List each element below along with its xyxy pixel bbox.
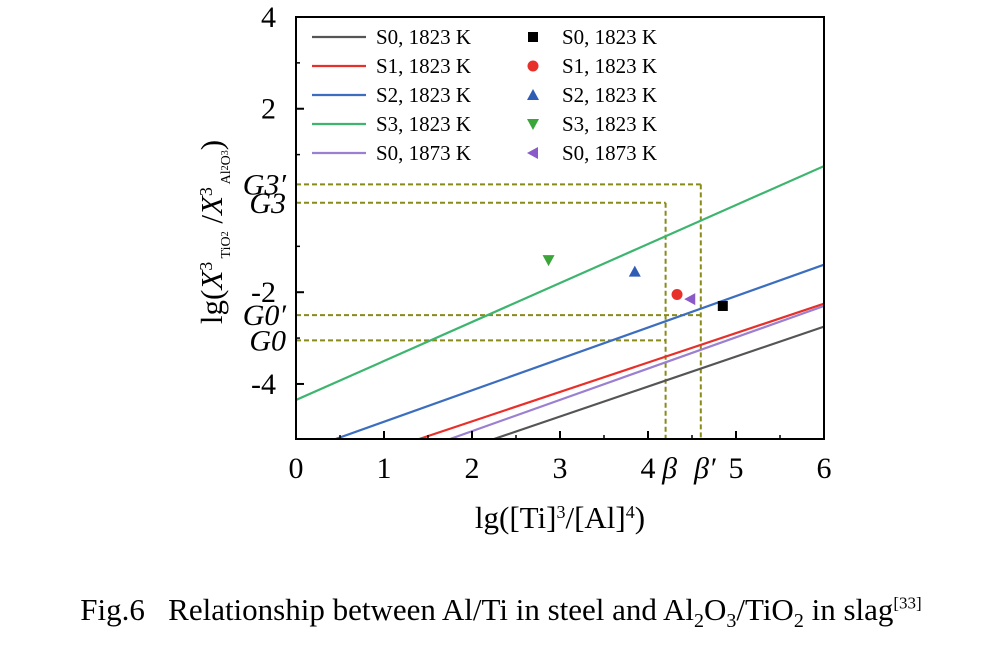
- legend-marker-label: S2, 1823 K: [562, 83, 657, 107]
- legend: S0, 1823 K S1, 1823 K S2, 1823 K S3, 1823 K…: [312, 25, 657, 165]
- triangle-left-marker: [527, 147, 538, 159]
- caption-sub: 3: [726, 610, 737, 633]
- square-marker: [528, 32, 538, 42]
- x-tick-label: 6: [817, 452, 832, 485]
- x-tick-label: 1: [377, 452, 392, 485]
- caption-tail: in slag: [803, 592, 894, 627]
- x-tick-label: 5: [729, 452, 744, 485]
- series-line: [449, 304, 824, 439]
- x-axis-label: lg([Ti]3/[Al]4): [475, 500, 645, 535]
- legend-line-label: S2, 1823 K: [376, 83, 471, 107]
- legend-marker-label: S3, 1823 K: [562, 112, 657, 136]
- figure-caption: Fig.6 Relationship between Al/Ti in stee…: [0, 592, 1002, 633]
- legend-line-label: S1, 1823 K: [376, 54, 471, 78]
- y-tick-label: -2: [251, 276, 276, 309]
- caption-ref: [33]: [893, 593, 922, 613]
- x-tick-label: 4: [641, 452, 656, 485]
- legend-line-label: S3, 1823 K: [376, 112, 471, 136]
- x-special-tick-label: β: [661, 452, 677, 485]
- series-line: [335, 263, 824, 439]
- legend-line-label: S0, 1823 K: [376, 25, 471, 49]
- series-lines: [296, 165, 824, 439]
- axis-ticks: 0 1 2 3 4 5 6 β β′ 4 2 -2 -4 G3′G3 G0′G0: [243, 1, 832, 485]
- chart-svg: 0 1 2 3 4 5 6 β β′ 4 2 -2 -4 G3′G3 G0′G0 S0, 1823 K S1,…: [194, 1, 832, 535]
- y-special-tick-label: G3′: [243, 168, 287, 201]
- y-special-tick-label: G0: [249, 324, 286, 357]
- triangle-down-marker: [542, 255, 555, 267]
- legend-marker-label: S1, 1823 K: [562, 54, 657, 78]
- triangle-left-marker: [684, 293, 696, 306]
- y-special-tick-label: G0′: [243, 299, 287, 332]
- x-tick-label: 3: [553, 452, 568, 485]
- square-marker: [717, 300, 728, 311]
- circle-marker: [671, 289, 683, 301]
- series-line: [418, 302, 824, 439]
- circle-marker: [527, 60, 539, 72]
- plot-frame: [295, 16, 825, 440]
- y-tick-label: 2: [261, 93, 276, 126]
- legend-line-label: S0, 1873 K: [376, 141, 471, 165]
- caption-o: O: [703, 592, 727, 627]
- x-tick-label: 0: [289, 452, 304, 485]
- triangle-up-marker: [628, 265, 641, 277]
- caption-prefix: Fig.6: [80, 592, 145, 627]
- data-markers: [542, 255, 728, 311]
- x-special-tick-label: β′: [693, 452, 716, 485]
- y-tick-label: -4: [251, 368, 276, 401]
- x-tick-label: 2: [465, 452, 480, 485]
- caption-text: Relationship between Al/Ti in steel and …: [168, 592, 694, 627]
- legend-marker-label: S0, 1823 K: [562, 25, 657, 49]
- caption-sub: 2: [693, 610, 704, 633]
- series-line: [493, 325, 824, 439]
- triangle-down-marker: [527, 119, 539, 130]
- caption-ti: /TiO: [736, 592, 794, 627]
- y-special-tick-label: G3: [249, 187, 286, 220]
- legend-marker-label: S0, 1873 K: [562, 141, 657, 165]
- guide-lines: [296, 183, 702, 439]
- triangle-up-marker: [527, 89, 539, 100]
- y-axis-label: lg(X3 TiO2 /X3 Al2O3): [194, 140, 234, 324]
- caption-sub: 2: [793, 610, 804, 633]
- series-line: [296, 165, 824, 402]
- y-tick-label: 4: [261, 1, 276, 34]
